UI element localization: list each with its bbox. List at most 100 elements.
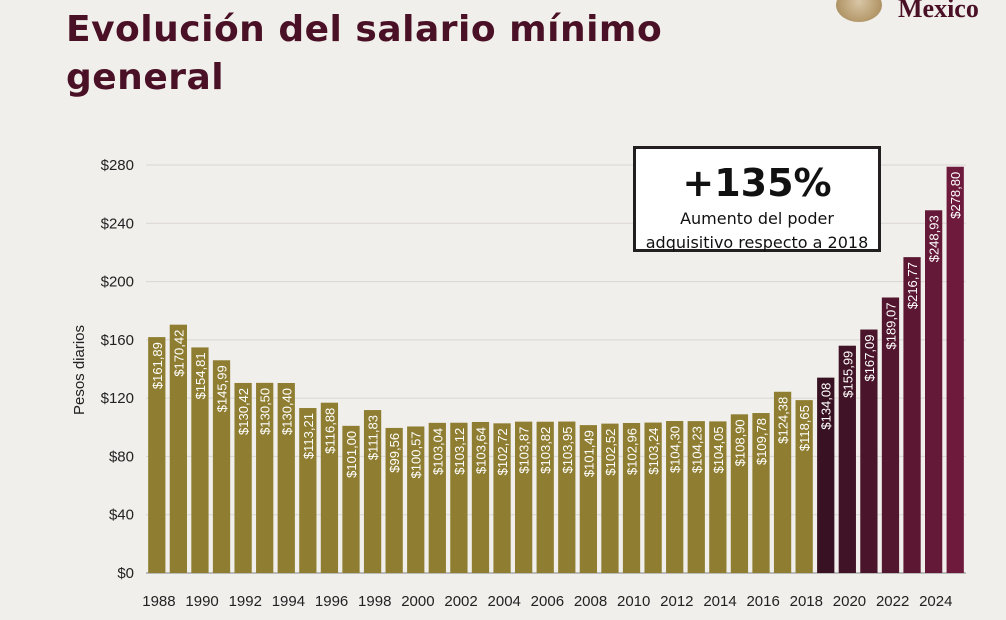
bar-2020 [838,345,856,573]
bar-2001 [428,422,446,573]
logo-text: Mexico [898,0,979,23]
bar-1999 [385,427,403,573]
bar-value-label: $134,08 [819,383,834,430]
bar-2025 [946,166,964,573]
bar-value-label: $109,78 [754,418,769,465]
y-tick-label: $200 [101,274,134,291]
bar-value-label: $189,07 [883,302,898,349]
bar-1997 [342,425,360,573]
bar-value-label: $155,99 [840,351,855,398]
bars: $161,89 $170,42 $154,81 $145,99 $130,42 $130,… [148,166,964,573]
bar-value-label: $170,42 [171,330,186,377]
bar-value-label: $108,90 [732,419,747,466]
bar-value-label: $102,72 [495,428,510,475]
bar-1988 [148,337,166,573]
bar-2004 [493,423,511,573]
bar-value-label: $154,81 [193,352,208,399]
callout-line-1: Aumento del poder [680,209,834,228]
y-tick-label: $40 [109,507,134,524]
x-axis: 1988 1990 1992 1994 1996 1998 2000 2002 2004 2006… [142,593,952,610]
x-tick-label: 2008 [574,593,607,610]
bar-value-label: $102,96 [625,428,640,475]
bar-1990 [191,347,209,573]
bar-2006 [536,421,554,573]
y-tick-label: $240 [101,215,134,232]
bar-1992 [234,382,252,573]
x-tick-label: 1992 [229,593,262,610]
bar-2017 [773,391,792,573]
bar-2005 [515,421,533,573]
bar-1991 [212,360,231,573]
bar-2003 [471,421,490,573]
bar-value-label: $104,30 [668,426,683,473]
bar-value-label: $104,05 [711,426,726,473]
growth-callout: +135% Aumento del poder adquisitivo resp… [633,146,881,252]
bar-value-label: $145,99 [215,365,230,412]
bar-value-label: $248,93 [927,215,942,262]
bar-value-label: $103,04 [430,428,445,475]
bar-value-label: $101,49 [581,430,596,477]
bar-value-label: $130,40 [279,388,294,435]
bar-2021 [860,329,878,573]
x-tick-label: 2012 [660,593,693,610]
bar-2024 [925,210,943,573]
coat-of-arms-icon [836,0,882,22]
x-tick-label: 2018 [790,593,823,610]
bar-value-label: $103,82 [538,427,553,474]
bar-1989 [169,324,187,573]
y-axis: $0 $40 $80 $120 $160 $200 $240 $280 [101,157,134,582]
bar-2014 [709,421,727,573]
bar-2015 [730,414,749,573]
y-tick-label: $80 [109,448,134,465]
x-tick-label: 2014 [703,593,736,610]
x-tick-label: 2022 [876,593,909,610]
y-tick-label: $160 [101,332,134,349]
bar-value-label: $103,24 [646,428,661,475]
bar-value-label: $124,38 [776,397,791,444]
bar-2019 [817,377,835,573]
callout-line-2: adquisitivo respecto a 2018 [645,233,869,252]
y-axis-label: Pesos diarios [71,325,88,415]
bar-2010 [622,422,641,573]
x-tick-label: 1996 [315,593,348,610]
x-tick-label: 2020 [833,593,866,610]
bar-value-label: $104,23 [689,426,704,473]
title-line-1: Evolución del salario mínimo [66,9,663,50]
bar-value-label: $103,12 [452,428,467,475]
bar-2007 [558,421,576,573]
bar-value-label: $118,65 [797,405,812,451]
x-tick-label: 2004 [488,593,521,610]
title-line-2: general [66,57,225,98]
bar-2023 [903,257,921,573]
bar-value-label: $130,42 [236,388,251,435]
bar-value-label: $216,77 [905,262,920,309]
bar-value-label: $113,21 [301,413,316,459]
bar-value-label: $116,88 [322,408,337,454]
x-tick-label: 2006 [531,593,564,610]
bar-value-label: $167,09 [862,335,877,382]
x-tick-label: 2002 [444,593,477,610]
y-tick-label: $0 [117,565,134,582]
bar-2012 [666,421,684,573]
x-tick-label: 2000 [401,593,434,610]
bar-1994 [277,382,295,573]
bar-value-label: $102,52 [603,429,618,476]
x-tick-label: 2024 [919,593,952,610]
bar-2022 [881,297,900,573]
callout-value: +135% [682,161,832,205]
bar-2009 [601,423,619,573]
bar-1993 [256,382,274,573]
x-tick-label: 2016 [746,593,779,610]
bar-2008 [579,425,597,573]
y-tick-label: $280 [101,157,134,174]
bar-value-label: $103,87 [517,427,532,474]
bar-1996 [320,402,339,573]
x-tick-label: 1998 [358,593,391,610]
bar-value-label: $100,57 [409,431,424,478]
bar-value-label: $103,95 [560,427,575,474]
bar-2011 [644,422,662,573]
x-tick-label: 1990 [185,593,218,610]
bar-value-label: $278,80 [948,172,963,219]
bar-value-label: $111,83 [366,415,381,460]
